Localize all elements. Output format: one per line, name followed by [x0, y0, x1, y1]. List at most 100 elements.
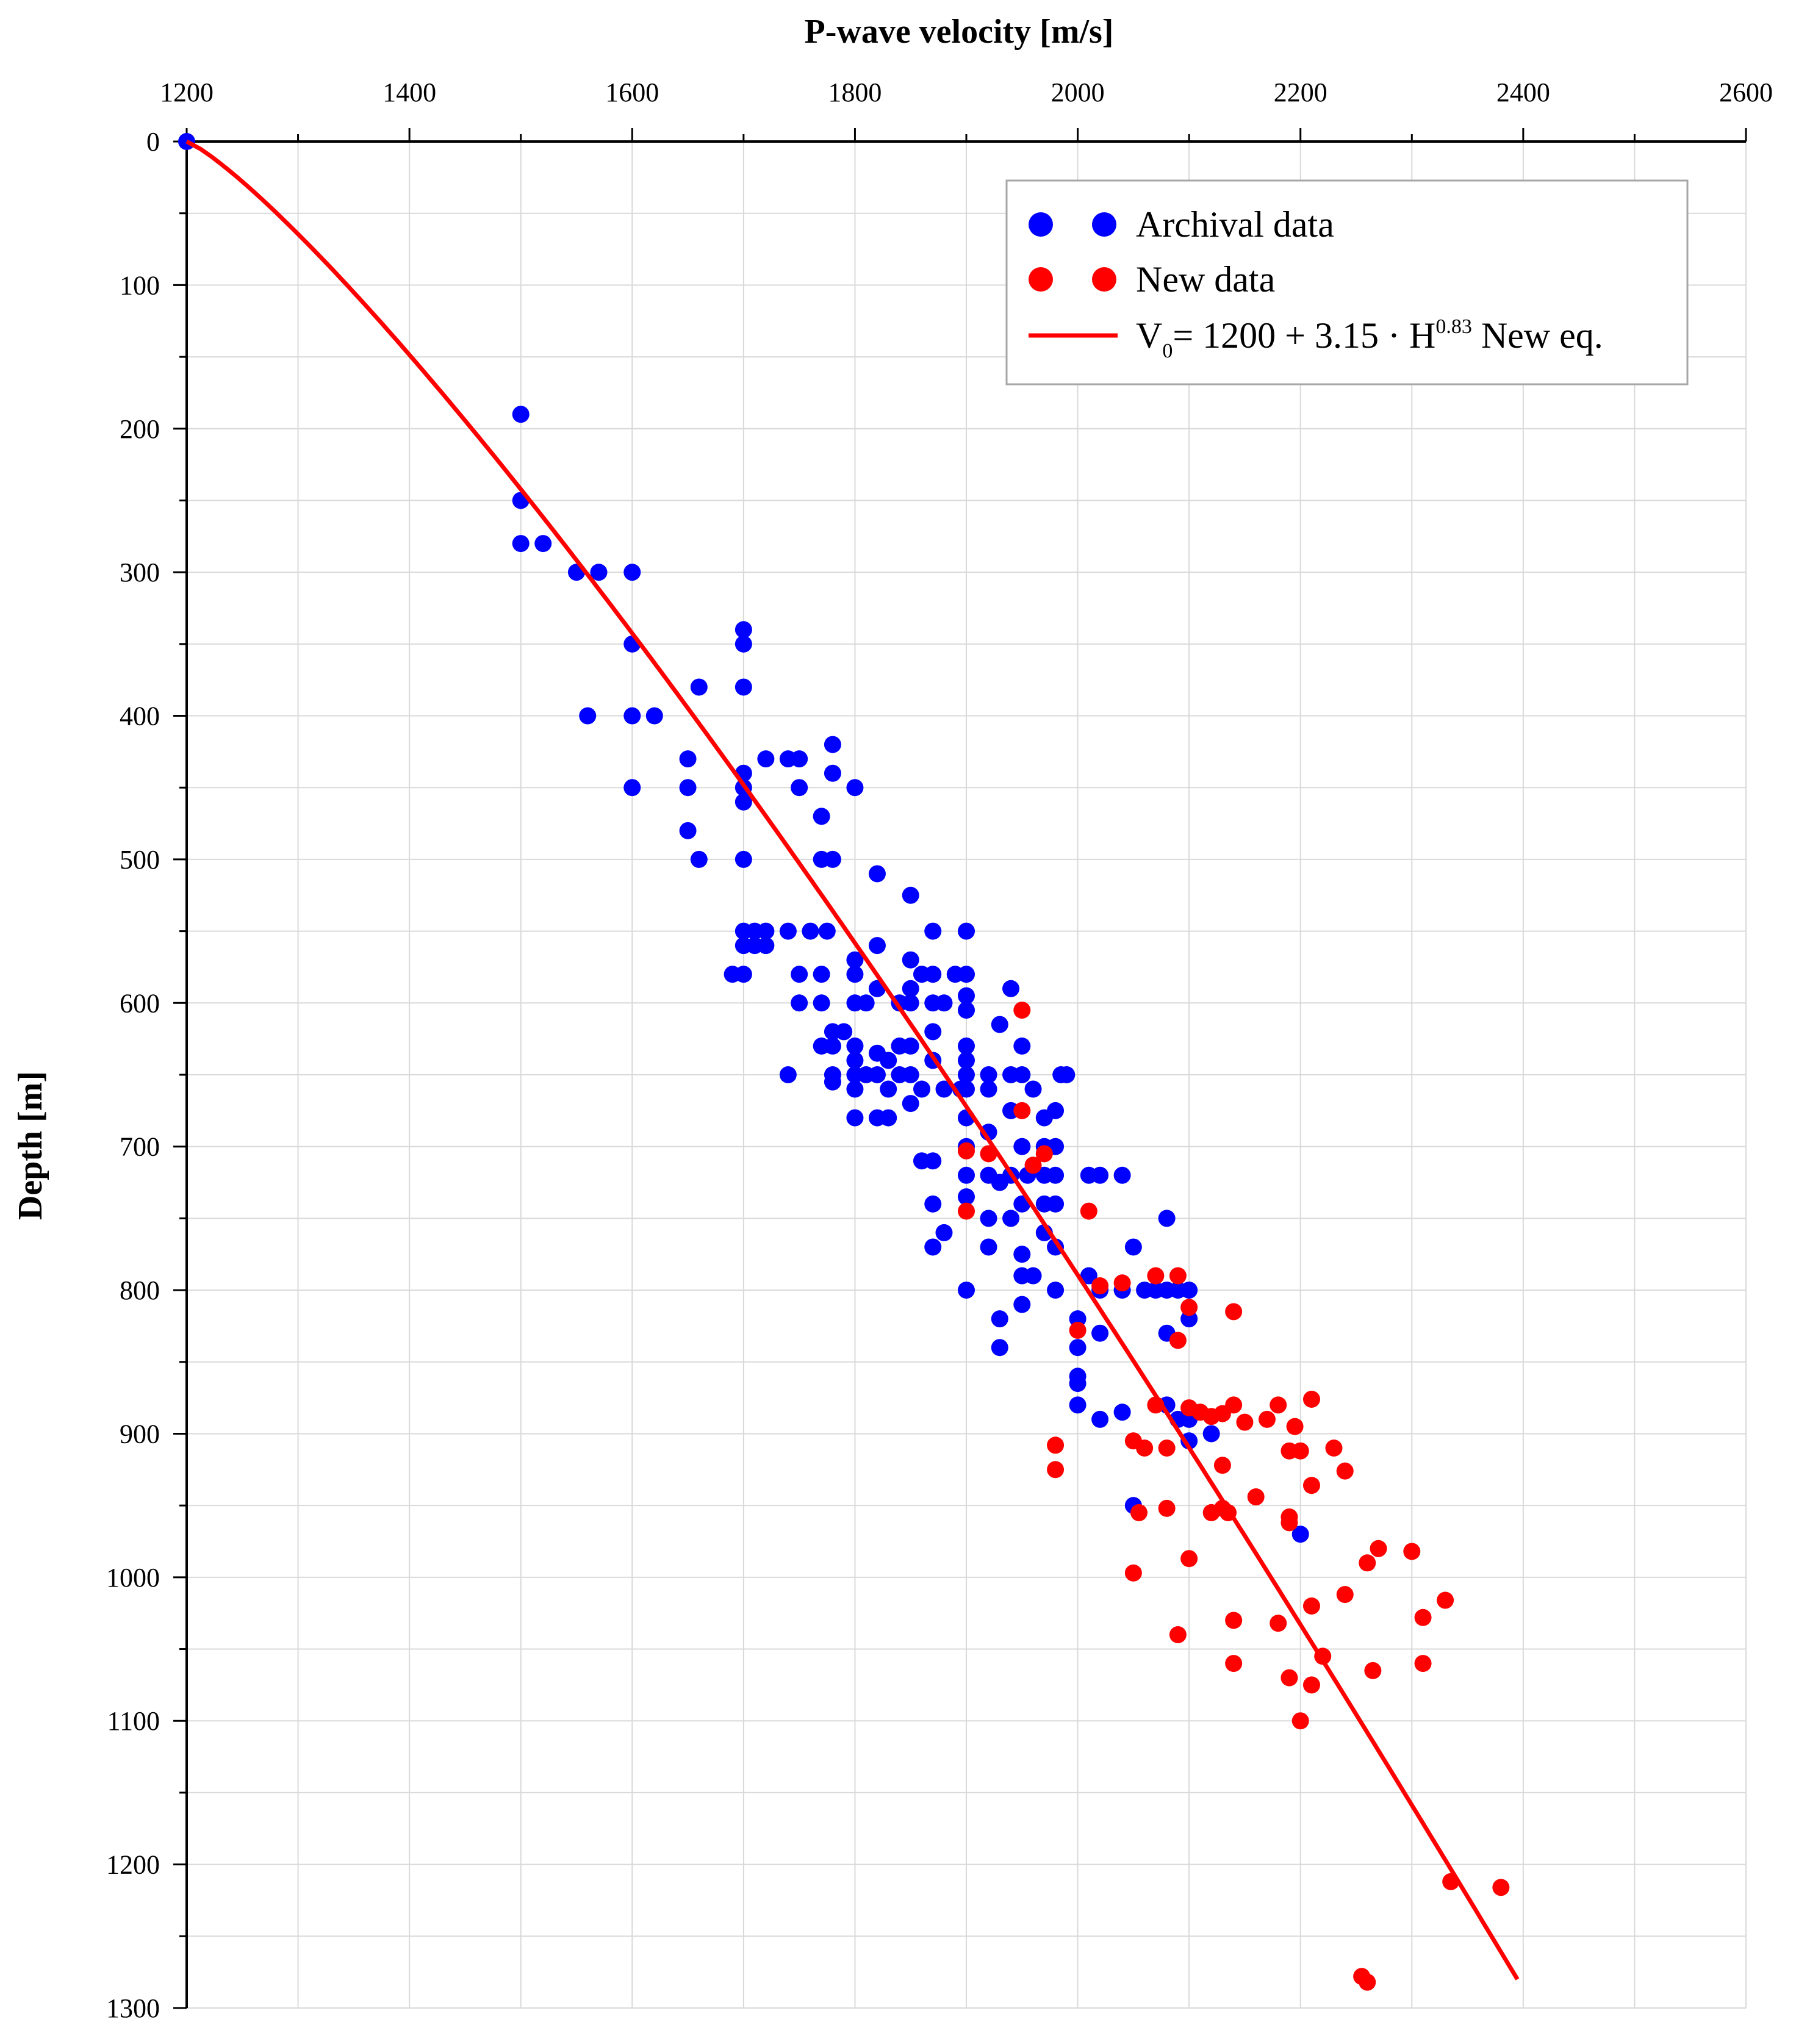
archival-point — [924, 1195, 942, 1213]
y-tick-label: 1200 — [106, 1850, 160, 1880]
new-data-point — [1281, 1669, 1298, 1687]
archival-point — [846, 1080, 864, 1098]
archival-point — [980, 1080, 997, 1098]
archival-point — [735, 678, 752, 696]
new-data-point — [1359, 1554, 1376, 1572]
new-data-point — [1169, 1332, 1187, 1349]
new-data-point — [1302, 1477, 1320, 1494]
new-data-point — [1370, 1540, 1387, 1557]
new-data-point — [1336, 1586, 1354, 1604]
archival-point — [1047, 1195, 1065, 1213]
archival-point — [824, 764, 841, 782]
archival-point — [623, 707, 641, 725]
archival-point — [958, 1066, 975, 1083]
archival-point — [735, 793, 752, 811]
archival-point — [813, 808, 830, 825]
new-data-point — [1281, 1514, 1298, 1532]
new-data-point — [1247, 1488, 1265, 1506]
new-data-point — [1302, 1390, 1320, 1408]
archival-point — [735, 850, 752, 868]
archival-point — [1091, 1166, 1109, 1184]
archival-point — [645, 707, 663, 725]
legend-archival-marker-1 — [1029, 212, 1053, 237]
archival-point — [1013, 1296, 1031, 1313]
legend-archival-label: Archival data — [1136, 204, 1334, 245]
new-data-point — [1225, 1303, 1243, 1321]
legend-fit-sup: 0.83 — [1435, 315, 1472, 338]
archival-point — [1047, 1102, 1065, 1119]
archival-point — [813, 994, 830, 1012]
archival-point — [818, 922, 836, 940]
archival-point — [880, 1080, 897, 1098]
archival-point — [991, 1016, 1008, 1033]
archival-point — [779, 922, 797, 940]
archival-point — [1180, 1282, 1198, 1299]
archival-point — [1113, 1166, 1131, 1184]
archival-point — [902, 1095, 919, 1113]
new-data-point — [1270, 1396, 1287, 1414]
archival-point — [1158, 1210, 1176, 1227]
legend: Archival data New data V0= 1200 + 3.15 ·… — [1005, 179, 1689, 385]
fit-curve-line — [185, 139, 1520, 1981]
y-tick-label: 500 — [120, 845, 160, 875]
archival-point — [980, 1066, 997, 1083]
archival-point — [534, 535, 552, 553]
new-data-point — [1080, 1202, 1097, 1220]
archival-point — [958, 1037, 975, 1055]
archival-point — [1202, 1425, 1220, 1443]
new-data-point — [1414, 1655, 1432, 1673]
new-data-point — [1169, 1267, 1187, 1285]
archival-point — [1091, 1410, 1109, 1428]
archival-point — [868, 1066, 886, 1083]
new-data-point — [1124, 1564, 1142, 1582]
archival-point — [779, 1066, 797, 1083]
archival-point — [1047, 1282, 1065, 1299]
new-data-point — [1281, 1442, 1298, 1460]
y-tick-label: 1100 — [107, 1706, 160, 1736]
new-data-point — [1136, 1440, 1154, 1457]
new-data-point — [1091, 1277, 1109, 1295]
archival-point — [902, 951, 919, 969]
archival-point — [813, 966, 830, 983]
archival-point — [980, 1238, 997, 1256]
archival-point — [958, 922, 975, 940]
archival-point — [980, 1210, 997, 1227]
archival-point — [935, 1080, 953, 1098]
new-data-point — [1236, 1413, 1254, 1431]
archival-point — [1002, 1210, 1020, 1227]
archival-point — [958, 987, 975, 1005]
legend-new-marker-2 — [1092, 267, 1116, 292]
archival-point — [846, 951, 864, 969]
x-tick-label: 2000 — [1051, 77, 1105, 107]
new-data-point — [1225, 1655, 1243, 1673]
new-data-point — [1147, 1267, 1165, 1285]
archival-point — [824, 736, 841, 753]
archival-point — [690, 850, 708, 868]
archival-point — [868, 937, 886, 955]
archival-point — [924, 1023, 942, 1041]
archival-point — [846, 1052, 864, 1069]
archival-point — [1069, 1375, 1087, 1393]
archival-point — [757, 750, 775, 768]
new-data-point — [1437, 1591, 1454, 1609]
new-data-point — [1403, 1543, 1421, 1560]
archival-point — [735, 635, 752, 653]
legend-fit-v: V — [1136, 315, 1162, 356]
archival-point — [757, 922, 775, 940]
legend-fit-label: V0= 1200 + 3.15 · H0.83 New eq. — [1136, 315, 1603, 362]
archival-point — [579, 707, 597, 725]
archival-point — [679, 822, 697, 839]
archival-point — [757, 937, 775, 955]
archival-point — [1047, 1166, 1065, 1184]
archival-point — [835, 1023, 853, 1041]
archival-point — [1013, 1066, 1031, 1083]
archival-point — [958, 1166, 975, 1184]
archival-point — [924, 1238, 942, 1256]
archival-point — [902, 980, 919, 997]
x-tick-label: 1400 — [383, 77, 436, 107]
new-data-point — [1325, 1440, 1343, 1457]
new-data-point — [1225, 1396, 1243, 1414]
archival-point — [924, 922, 942, 940]
archival-point — [1013, 1138, 1031, 1155]
archival-point — [1080, 1267, 1097, 1285]
